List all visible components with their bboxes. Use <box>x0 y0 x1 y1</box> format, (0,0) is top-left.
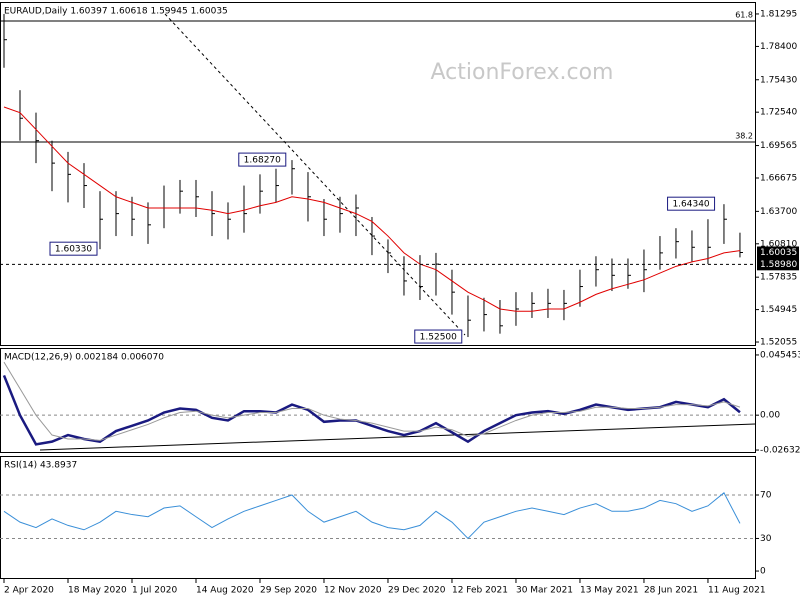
series-line <box>3 106 741 312</box>
callout-label: 1.68270 <box>244 156 281 166</box>
panel-frame <box>0 348 756 453</box>
y-tick-label: 1.75430 <box>760 75 797 85</box>
callout-label: 1.60330 <box>55 245 92 255</box>
y-tick-label: 70 <box>760 491 772 501</box>
price-box <box>757 246 799 259</box>
callout-box <box>667 196 716 211</box>
x-tick-label: 30 Mar 2021 <box>516 586 573 596</box>
y-tick-label: 1.66675 <box>760 173 797 183</box>
x-tick-label: 29 Sep 2020 <box>260 586 317 596</box>
x-tick-label: 1 Jul 2020 <box>132 586 177 596</box>
y-tick-label: -0.02632 <box>760 446 800 456</box>
y-tick-label: 1.81295 <box>760 9 797 19</box>
trend-line <box>164 13 466 336</box>
y-tick-label: 0.00 <box>760 411 780 421</box>
y-tick-label: 1.52055 <box>760 338 797 348</box>
y-tick-label: 1.60810 <box>760 239 797 249</box>
panel-frame <box>0 2 756 346</box>
y-tick-label: 30 <box>760 534 772 544</box>
callout-box <box>49 241 98 256</box>
series-line <box>3 361 741 441</box>
callout-label: 1.64340 <box>672 200 709 210</box>
panel-frame <box>0 456 756 579</box>
y-tick-label: 1.63700 <box>760 207 797 217</box>
panel-title: EURAUD,Daily 1.60397 1.60618 1.59945 1.6… <box>4 7 228 17</box>
y-tick-label: 0 <box>760 567 766 577</box>
y-tick-label: 1.78400 <box>760 42 797 52</box>
panel-title: RSI(14) 43.8937 <box>4 461 77 471</box>
x-tick-label: 13 May 2021 <box>580 586 639 596</box>
y-tick-label: 0.045453 <box>760 350 800 360</box>
series-line <box>3 492 741 540</box>
panel-title: MACD(12,26,9) 0.002184 0.006070 <box>4 353 164 363</box>
macd-trend-line <box>39 423 756 451</box>
watermark: ActionForex.com <box>431 60 614 85</box>
x-tick-label: 11 Aug 2021 <box>708 586 766 596</box>
price-box <box>757 258 799 271</box>
callout-box <box>238 152 287 167</box>
x-tick-label: 29 Dec 2020 <box>388 586 446 596</box>
fib-label: 38.2 <box>735 132 753 141</box>
callout-label: 1.52500 <box>420 333 457 343</box>
price-box-label: 1.58980 <box>760 260 797 270</box>
x-tick-label: 14 Aug 2020 <box>196 586 254 596</box>
x-tick-label: 18 May 2020 <box>68 586 127 596</box>
callout-box <box>414 329 463 344</box>
y-tick-label: 1.54945 <box>760 305 797 315</box>
fib-label: 61.8 <box>735 10 753 19</box>
x-tick-label: 12 Nov 2020 <box>324 586 382 596</box>
y-tick-label: 1.72540 <box>760 108 797 118</box>
x-tick-label: 2 Apr 2020 <box>4 586 54 596</box>
x-tick-label: 12 Feb 2021 <box>452 586 508 596</box>
y-tick-label: 1.57835 <box>760 273 797 283</box>
price-box-label: 1.60035 <box>760 248 797 258</box>
y-tick-label: 1.69565 <box>760 141 797 151</box>
x-tick-label: 28 Jun 2021 <box>644 586 698 596</box>
